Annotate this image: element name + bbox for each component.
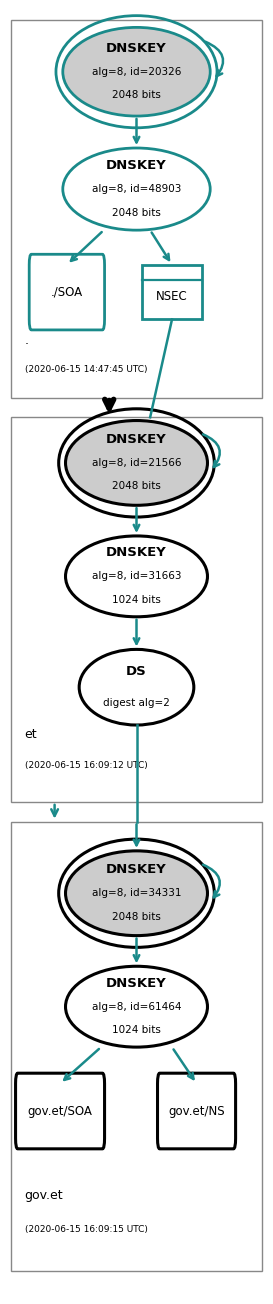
FancyBboxPatch shape (29, 254, 105, 330)
FancyArrowPatch shape (205, 42, 223, 76)
Text: digest alg=2: digest alg=2 (103, 698, 170, 708)
Text: DS: DS (126, 665, 147, 678)
Text: alg=8, id=21566: alg=8, id=21566 (92, 458, 181, 468)
FancyBboxPatch shape (142, 265, 202, 319)
Ellipse shape (66, 966, 207, 1047)
Text: DNSKEY: DNSKEY (106, 159, 167, 172)
Ellipse shape (63, 147, 210, 230)
FancyBboxPatch shape (16, 1073, 105, 1149)
Text: alg=8, id=34331: alg=8, id=34331 (92, 888, 181, 898)
Bar (11, 20, 262, 398)
Ellipse shape (79, 649, 194, 725)
Text: NSEC: NSEC (156, 289, 188, 303)
Text: alg=8, id=20326: alg=8, id=20326 (92, 67, 181, 77)
Ellipse shape (66, 536, 207, 617)
Bar (11, 417, 262, 802)
FancyArrowPatch shape (203, 434, 220, 467)
FancyBboxPatch shape (158, 1073, 236, 1149)
Text: DNSKEY: DNSKEY (106, 42, 167, 55)
Text: 2048 bits: 2048 bits (112, 911, 161, 922)
Ellipse shape (66, 852, 207, 936)
Text: DNSKEY: DNSKEY (106, 977, 167, 990)
Text: 1024 bits: 1024 bits (112, 595, 161, 605)
Ellipse shape (63, 27, 210, 116)
Text: (2020-06-15 14:47:45 UTC): (2020-06-15 14:47:45 UTC) (25, 365, 147, 373)
Text: gov.et: gov.et (25, 1189, 63, 1202)
Text: alg=8, id=48903: alg=8, id=48903 (92, 184, 181, 194)
Text: DNSKEY: DNSKEY (106, 433, 167, 446)
Text: alg=8, id=61464: alg=8, id=61464 (92, 1001, 181, 1012)
Ellipse shape (66, 420, 207, 505)
Text: DNSKEY: DNSKEY (106, 546, 167, 559)
Text: gov.et/NS: gov.et/NS (168, 1104, 225, 1118)
Text: ./SOA: ./SOA (51, 286, 83, 299)
FancyArrowPatch shape (203, 865, 220, 897)
Text: 2048 bits: 2048 bits (112, 90, 161, 100)
Text: alg=8, id=31663: alg=8, id=31663 (92, 571, 181, 582)
Text: (2020-06-15 16:09:12 UTC): (2020-06-15 16:09:12 UTC) (25, 762, 147, 769)
Text: DNSKEY: DNSKEY (106, 863, 167, 876)
Text: gov.et/SOA: gov.et/SOA (28, 1104, 93, 1118)
Text: 2048 bits: 2048 bits (112, 207, 161, 218)
Bar (11, 822, 262, 1271)
Text: .: . (25, 334, 29, 347)
Text: 2048 bits: 2048 bits (112, 481, 161, 492)
Text: (2020-06-15 16:09:15 UTC): (2020-06-15 16:09:15 UTC) (25, 1226, 147, 1234)
Text: 1024 bits: 1024 bits (112, 1025, 161, 1035)
Text: et: et (25, 728, 37, 741)
